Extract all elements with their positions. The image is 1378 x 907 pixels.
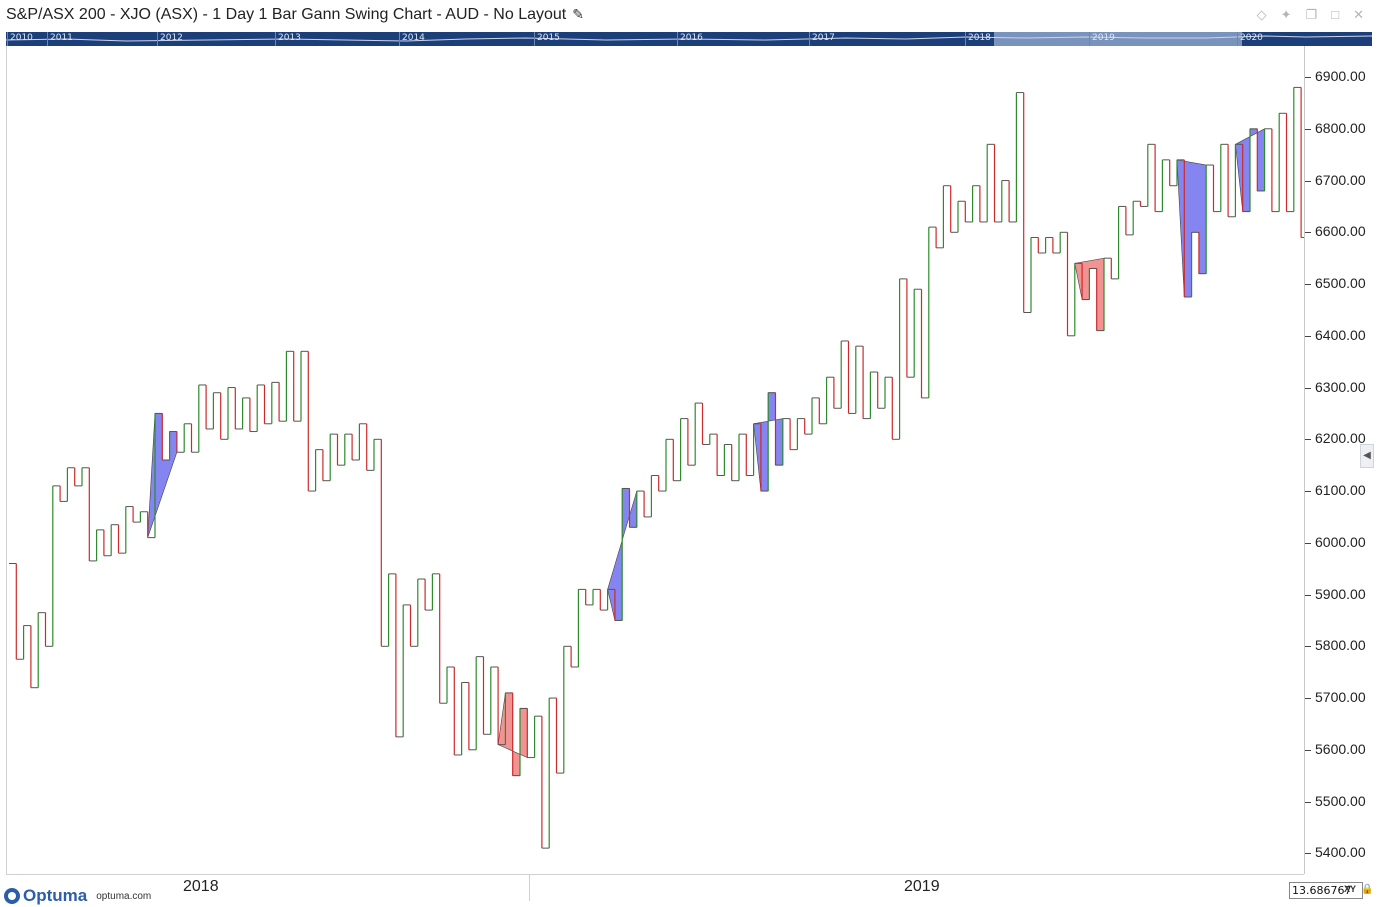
navigator-year-2018: 2018 (968, 33, 991, 43)
y-tick-label: 6600.00 (1315, 223, 1366, 240)
zoom-value-field[interactable]: 13.686767 (1289, 882, 1363, 899)
year-separator (529, 875, 530, 901)
navigator-year-2011: 2011 (50, 33, 73, 43)
navigator-year-2015: 2015 (537, 33, 560, 43)
y-tick-label: 5800.00 (1315, 637, 1366, 654)
time-axis[interactable]: 2018 2019 (6, 874, 1304, 901)
y-tick-label: 6700.00 (1315, 171, 1366, 188)
y-tick-label: 6800.00 (1315, 119, 1366, 136)
optuma-logo: Optuma optuma.com (4, 886, 151, 906)
navigator-tick (677, 32, 678, 46)
y-tick (1305, 387, 1311, 389)
navigator-tick (1089, 32, 1090, 46)
navigator-tick (275, 32, 276, 46)
y-tick (1305, 232, 1311, 234)
restore-icon[interactable]: ❐ (1305, 7, 1318, 22)
title-bar: S&P/ASX 200 - XJO (ASX) - 1 Day 1 Bar Ga… (0, 0, 1378, 32)
y-tick (1305, 749, 1311, 751)
y-tick-label: 6900.00 (1315, 68, 1366, 85)
y-tick (1305, 180, 1311, 182)
x-label-2019: 2019 (904, 878, 940, 895)
y-tick-label: 6200.00 (1315, 430, 1366, 447)
y-tick (1305, 594, 1311, 596)
navigator-tick (7, 32, 8, 46)
price-axis[interactable]: 6900.00 6800.00 6700.00 6600.00 6500.00 6400.… (1304, 46, 1375, 874)
chart-plot-area[interactable] (6, 46, 1305, 874)
y-tick (1305, 77, 1311, 79)
logo-url: optuma.com (96, 890, 152, 902)
pin-icon[interactable]: ✦ (1280, 7, 1292, 22)
navigator-tick (157, 32, 158, 46)
navigator-year-2016: 2016 (680, 33, 703, 43)
navigator-year-2019: 2019 (1092, 33, 1115, 43)
navigator-year-2020: 2020 (1240, 33, 1263, 43)
y-tick-label: 5700.00 (1315, 689, 1366, 706)
y-tick (1305, 284, 1311, 286)
navigator-year-2010: 2010 (10, 33, 33, 43)
pencil-icon[interactable]: ✎ (572, 6, 584, 22)
y-tick (1305, 491, 1311, 493)
price-chart[interactable] (7, 46, 1305, 874)
chart-title-text: S&P/ASX 200 - XJO (ASX) - 1 Day 1 Bar Ga… (6, 6, 567, 23)
navigator-year-2014: 2014 (402, 33, 425, 43)
diamond-icon[interactable]: ◇ (1256, 7, 1267, 22)
x-label-2018: 2018 (183, 878, 219, 895)
y-tick (1305, 128, 1311, 130)
y-tick (1305, 698, 1311, 700)
navigator-tick (965, 32, 966, 46)
lock-icon[interactable]: 🔒 (1361, 884, 1374, 895)
y-tick (1305, 439, 1311, 441)
y-tick-label: 6300.00 (1315, 378, 1366, 395)
navigator-tick (47, 32, 48, 46)
y-tick-label: 5600.00 (1315, 740, 1366, 757)
y-tick (1305, 542, 1311, 544)
close-icon[interactable]: ✕ (1353, 7, 1364, 22)
y-tick-label: 6500.00 (1315, 275, 1366, 292)
y-tick-label: 6100.00 (1315, 482, 1366, 499)
navigator-tick (809, 32, 810, 46)
logo-text: Optuma (23, 886, 88, 905)
y-tick (1305, 646, 1311, 648)
navigator-year-2012: 2012 (160, 33, 183, 43)
navigator-tick (399, 32, 400, 46)
optuma-logo-icon (4, 888, 20, 904)
navigator-tick (1237, 32, 1238, 46)
y-tick-label: 6000.00 (1315, 533, 1366, 550)
xy-toggle[interactable]: XY (1344, 884, 1357, 894)
navigator-year-2017: 2017 (812, 33, 835, 43)
y-tick-label: 5900.00 (1315, 585, 1366, 602)
y-tick-label: 5500.00 (1315, 792, 1366, 809)
window-controls: ◇ ✦ ❐ □ ✕ (1257, 7, 1364, 23)
navigator-visible-window[interactable] (994, 32, 1242, 46)
y-tick (1305, 801, 1311, 803)
maximize-icon[interactable]: □ (1331, 7, 1340, 22)
chart-title: S&P/ASX 200 - XJO (ASX) - 1 Day 1 Bar Ga… (6, 6, 584, 24)
y-tick-label: 5400.00 (1315, 844, 1366, 861)
chevron-left-icon[interactable]: ◀ (1360, 444, 1374, 468)
navigator-line (6, 35, 1372, 42)
navigator-year-2013: 2013 (278, 33, 301, 43)
time-navigator[interactable]: 2010 2011 2012 2013 2014 2015 2016 2017 2018 2019… (6, 32, 1372, 46)
y-tick (1305, 853, 1311, 855)
y-tick (1305, 335, 1311, 337)
navigator-tick (534, 32, 535, 46)
y-tick-label: 6400.00 (1315, 326, 1366, 343)
